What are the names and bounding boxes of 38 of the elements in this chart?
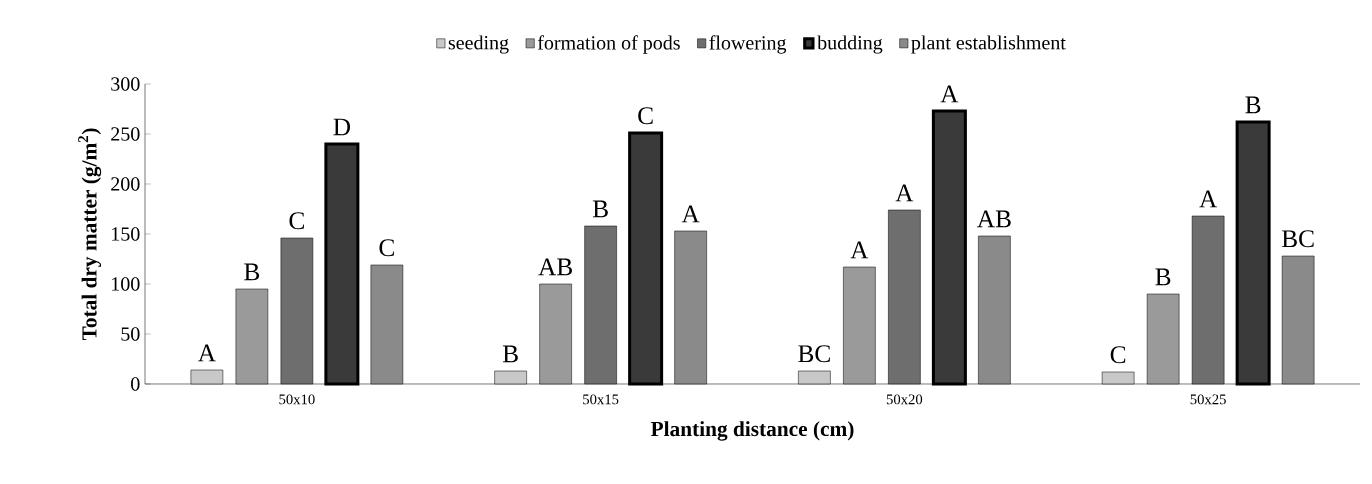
annotation: AB — [538, 258, 572, 276]
y-tick-label: 150 — [112, 227, 140, 241]
annotation: A — [1199, 190, 1218, 208]
y-tick-label: 300 — [111, 77, 140, 91]
annotation: C — [289, 212, 304, 230]
annotation: A — [895, 184, 914, 202]
legend-label: flowering — [709, 35, 787, 54]
annotation: A — [197, 344, 216, 362]
x-tick-label: 50x10 — [279, 394, 315, 405]
annotation: A — [681, 205, 700, 223]
y-tick-label: 200 — [111, 177, 140, 191]
x-tick-label: 50x20 — [886, 394, 923, 405]
y-tick-label: 100 — [112, 277, 140, 291]
y-axis-title: Total dry matter (g/m$^{2}$) — [78, 128, 102, 341]
y-tick-label: 250 — [111, 127, 140, 141]
annotation: D — [333, 118, 351, 136]
annotation: B — [1245, 96, 1261, 114]
annotation: BC — [798, 345, 830, 363]
annotation: A — [940, 85, 959, 103]
annotation: A — [850, 241, 869, 259]
annotation: B — [1155, 268, 1171, 286]
annotation: C — [379, 239, 394, 257]
x-tick-label: 50x15 — [583, 394, 619, 405]
y-tick-label: 0 — [131, 377, 140, 391]
annotation: AB — [977, 210, 1011, 228]
annotation: B — [502, 345, 518, 363]
y-tick-label: 50 — [121, 327, 140, 341]
annotation: B — [244, 263, 260, 281]
legend-label: formation of pods — [537, 35, 680, 54]
x-axis-title: Planting distance (cm) — [650, 421, 854, 441]
legend-label: seeding — [448, 35, 509, 54]
x-tick-label: 50x25 — [1190, 394, 1226, 405]
legend-label: budding — [817, 35, 883, 54]
legend-label: plant establishment — [911, 35, 1066, 54]
annotation: C — [1110, 346, 1126, 364]
annotation: C — [638, 107, 653, 125]
annotation: BC — [1281, 230, 1314, 248]
annotation: B — [592, 200, 608, 218]
